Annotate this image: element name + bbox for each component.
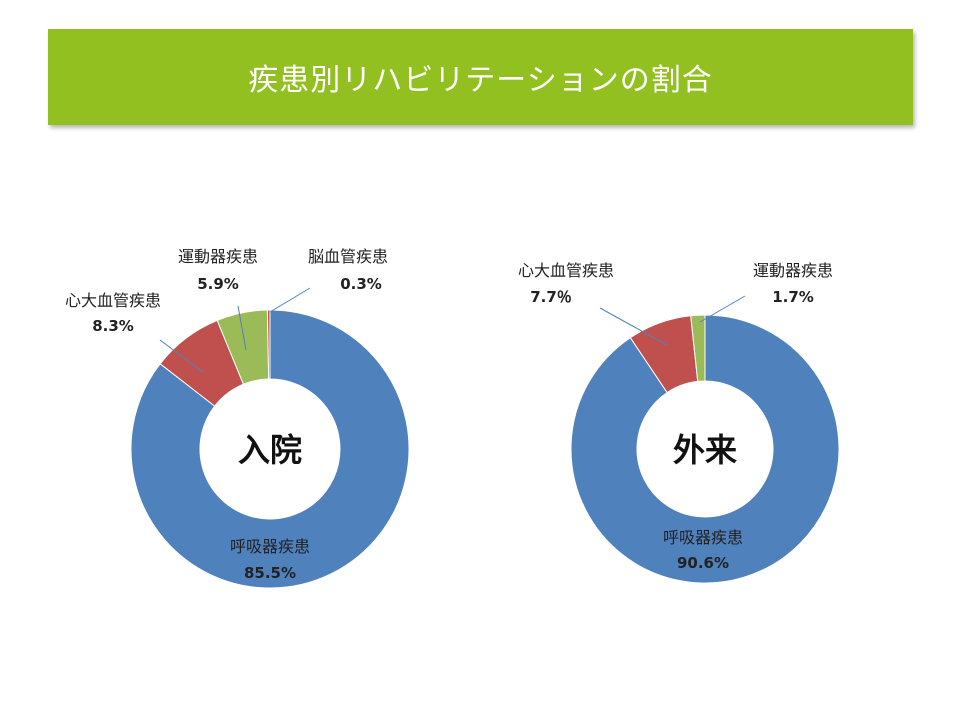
donut-center-label: 外来 — [673, 431, 737, 469]
slice-cerebrovascular — [266, 309, 271, 380]
slice-label-cardiovascular: 心大血管疾患 — [65, 291, 161, 310]
outpatient-donut-chart: 呼吸器疾患 90.6% 心大血管疾患 7.7％ 運動器疾患 1.7% 外来 — [518, 261, 840, 584]
slice-label-cardiovascular: 心大血管疾患 — [518, 261, 614, 280]
slide-title: 疾患別リハビリテーションの割合 — [248, 63, 713, 98]
slice-value-cardiovascular: 8.3% — [92, 317, 134, 335]
slice-label-musculoskeletal: 運動器疾患 — [178, 247, 258, 266]
leader-line-musculoskeletal — [699, 295, 746, 323]
slice-label-respiratory: 呼吸器疾患 — [663, 528, 743, 547]
slice-respiratory — [130, 309, 410, 589]
slice-label-musculoskeletal: 運動器疾患 — [753, 261, 833, 280]
slice-musculoskeletal — [690, 314, 706, 382]
slice-value-musculoskeletal: 1.7% — [772, 288, 814, 306]
slice-label-cerebrovascular: 脳血管疾患 — [308, 247, 388, 266]
leader-line-musculoskeletal — [237, 305, 247, 351]
slice-value-musculoskeletal: 5.9% — [197, 275, 239, 293]
slice-value-cardiovascular: 7.7％ — [530, 288, 572, 306]
slice-respiratory — [570, 314, 840, 584]
slice-value-respiratory: 90.6% — [677, 554, 729, 572]
leader-line-cardiovascular — [159, 339, 204, 373]
title-banner: 疾患別リハビリテーションの割合 — [48, 29, 913, 125]
slice-value-cerebrovascular: 0.3% — [340, 275, 382, 293]
slice-label-respiratory: 呼吸器疾患 — [230, 537, 310, 556]
donut-center-label: 入院 — [238, 431, 302, 469]
slice-value-respiratory: 85.5% — [244, 564, 296, 582]
leader-line-cerebrovascular — [269, 287, 311, 313]
inpatient-donut-chart: 呼吸器疾患 85.5% 心大血管疾患 8.3% 運動器疾患 5.9% 脳血管疾患 0.3% 入院 — [65, 247, 410, 589]
leader-line-cardiovascular — [599, 307, 668, 346]
